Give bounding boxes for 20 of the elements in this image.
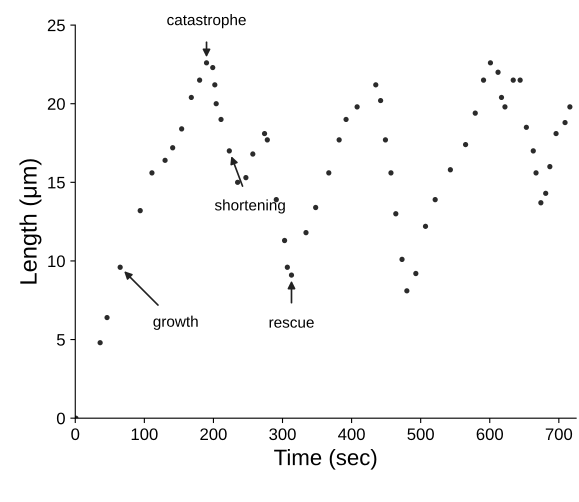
annotation: rescue bbox=[270, 319, 314, 328]
x-tick-label: 600 bbox=[476, 428, 504, 440]
x-tick-label: 300 bbox=[269, 428, 296, 440]
x-tick-label: 400 bbox=[338, 428, 365, 440]
y-tick-label: 10 bbox=[48, 255, 65, 268]
y-tick-label: 0 bbox=[56, 412, 65, 424]
x-tick-label: 100 bbox=[132, 428, 158, 440]
y-tick-label: 20 bbox=[48, 98, 65, 110]
x-tick-label: 200 bbox=[200, 428, 227, 440]
y-tick-label: 25 bbox=[48, 20, 65, 32]
y-axis-title: Length (μm) bbox=[19, 159, 42, 284]
x-tick-label: 0 bbox=[71, 428, 80, 440]
x-axis-title: Time (sec) bbox=[274, 448, 376, 470]
y-tick-label: 5 bbox=[56, 334, 65, 346]
x-tick-label: 500 bbox=[407, 428, 434, 440]
annotation: shortening bbox=[214, 199, 285, 214]
annotation: catastrophe bbox=[167, 14, 246, 28]
y-tick-label: 15 bbox=[48, 176, 65, 189]
x-tick-label: 700 bbox=[546, 428, 572, 440]
annotation: growth bbox=[153, 316, 198, 330]
